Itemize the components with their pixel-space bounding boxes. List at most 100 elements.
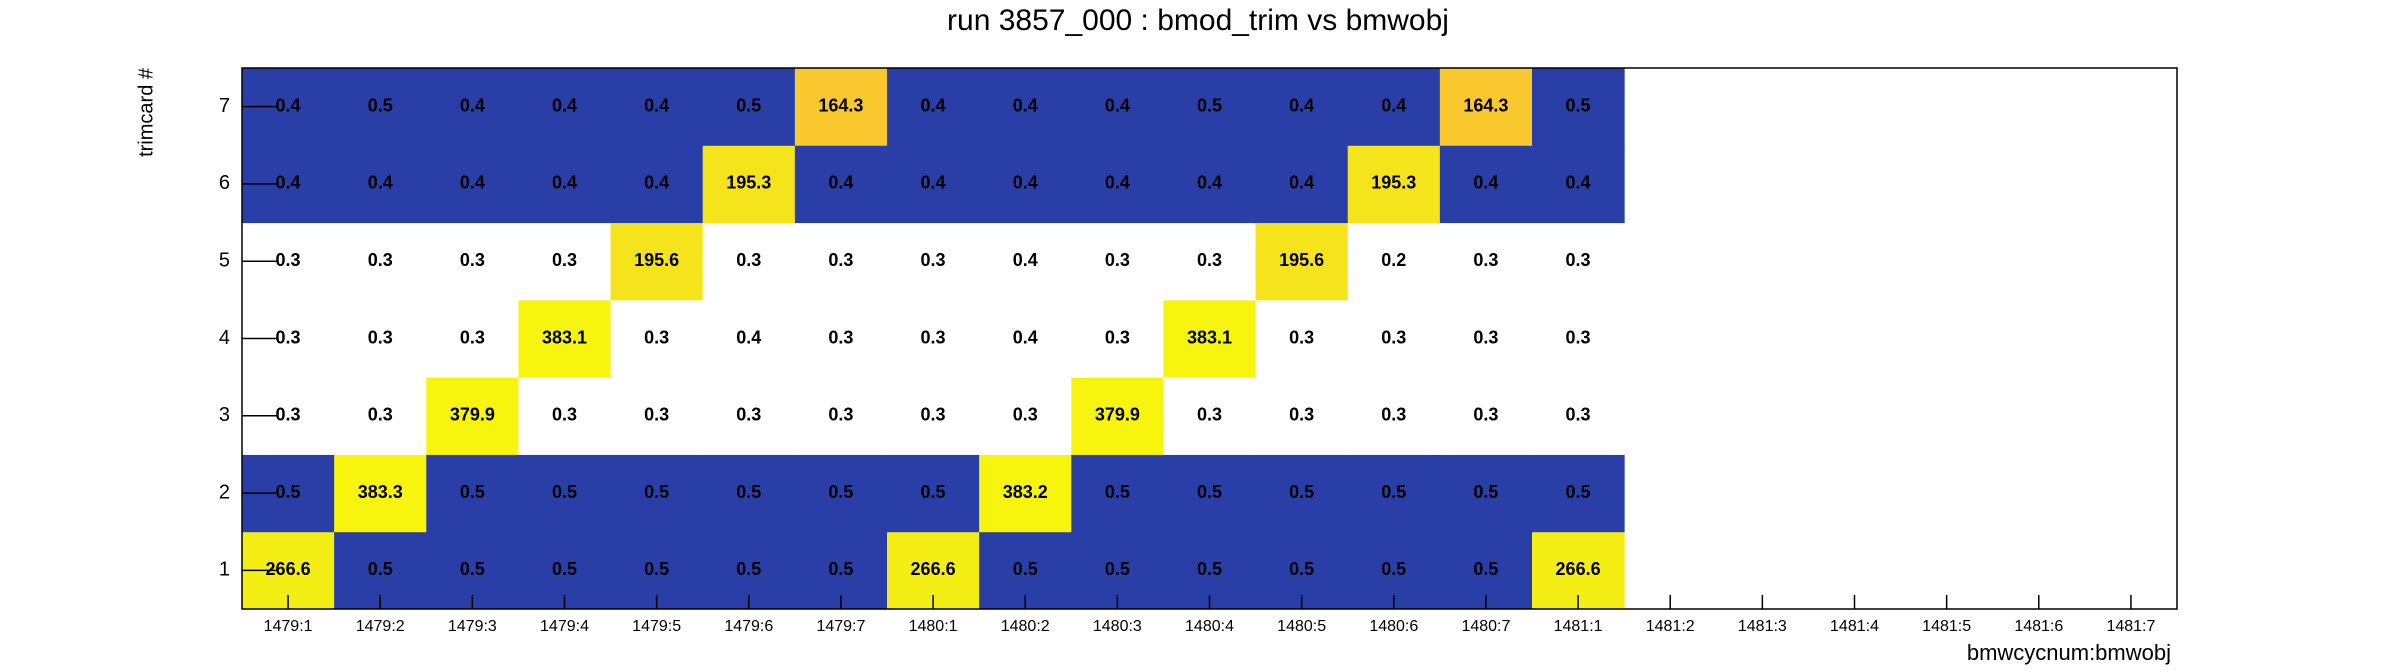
cell-label: 0.4	[1105, 95, 1130, 115]
cell	[334, 145, 427, 224]
cell-label: 0.5	[552, 482, 577, 502]
y-tick-label: 4	[219, 327, 230, 349]
cell	[887, 454, 980, 533]
cell	[979, 454, 1072, 533]
x-tick-label: 1480:1	[909, 618, 958, 635]
cell-label: 383.3	[358, 482, 403, 502]
x-tick-label: 1480:3	[1093, 618, 1142, 635]
cell-label: 0.5	[736, 482, 761, 502]
cell	[702, 68, 796, 146]
x-tick-label: 1481:4	[1830, 618, 1879, 635]
cell-label: 0.3	[828, 250, 853, 270]
cell-label: 0.5	[1197, 559, 1222, 579]
cell	[1439, 68, 1533, 146]
cell-label: 0.4	[644, 95, 669, 115]
cell-label: 0.3	[276, 327, 301, 347]
x-tick-label: 1481:7	[2106, 618, 2155, 635]
cell-label: 0.5	[1381, 482, 1406, 502]
cell	[518, 145, 612, 224]
cell-label: 266.6	[911, 559, 956, 579]
cell	[518, 299, 612, 378]
cell	[1255, 222, 1349, 301]
cell-label: 0.5	[1289, 559, 1314, 579]
cell-label: 0.5	[1381, 559, 1406, 579]
cell-label: 0.5	[736, 559, 761, 579]
cell-label: 0.4	[644, 173, 669, 193]
cell-label: 0.3	[1381, 405, 1406, 425]
cell-label: 0.5	[1105, 482, 1130, 502]
cell	[1255, 454, 1349, 533]
cell	[1347, 145, 1441, 224]
cell-label: 164.3	[818, 95, 863, 115]
cell	[1439, 299, 1533, 378]
x-tick-label: 1481:5	[1922, 618, 1971, 635]
cell	[1071, 299, 1164, 378]
cell-label: 0.3	[644, 327, 669, 347]
cell	[979, 222, 1072, 301]
cell-label: 0.3	[828, 405, 853, 425]
cell	[610, 222, 704, 301]
cell	[610, 299, 704, 378]
cell-label: 0.3	[368, 250, 393, 270]
cell-label: 0.4	[921, 95, 946, 115]
cell	[610, 145, 704, 224]
x-tick-label: 1479:5	[632, 618, 681, 635]
cell-label: 0.4	[1105, 173, 1130, 193]
cell	[518, 454, 612, 533]
cell	[426, 145, 519, 224]
cell-label: 0.3	[276, 405, 301, 425]
cell-label: 266.6	[266, 559, 311, 579]
cell-label: 0.3	[1566, 250, 1591, 270]
cell-label: 0.4	[921, 173, 946, 193]
cell-label: 0.3	[1289, 405, 1314, 425]
cell-label: 0.5	[1566, 95, 1591, 115]
x-tick-label: 1479:6	[724, 618, 773, 635]
cell	[518, 222, 612, 301]
cell-label: 0.3	[828, 327, 853, 347]
cell-label: 195.3	[1371, 173, 1416, 193]
cell-label: 0.3	[552, 405, 577, 425]
cell	[1532, 377, 1625, 455]
x-tick-label: 1480:6	[1369, 618, 1418, 635]
cell-label: 0.5	[921, 482, 946, 502]
cell-label: 0.3	[460, 327, 485, 347]
cell	[334, 68, 427, 146]
x-tick-label: 1480:5	[1277, 618, 1326, 635]
cell-label: 0.3	[1197, 250, 1222, 270]
cell	[1071, 377, 1164, 455]
cell	[794, 454, 888, 533]
cell-label: 0.4	[736, 327, 761, 347]
cell-label: 0.5	[276, 482, 301, 502]
cell-label: 379.9	[450, 405, 495, 425]
cell-label: 0.4	[1013, 173, 1038, 193]
cell-label: 0.3	[1013, 405, 1038, 425]
cell	[334, 377, 427, 455]
cell-label: 0.3	[1197, 405, 1222, 425]
cell	[1532, 145, 1625, 224]
cell-label: 0.4	[1197, 173, 1222, 193]
x-tick-label: 1481:6	[2014, 618, 2063, 635]
cell	[702, 222, 796, 301]
cell-label: 0.5	[828, 482, 853, 502]
cell	[1163, 145, 1257, 224]
cell	[702, 299, 796, 378]
cell-label: 0.4	[1473, 173, 1498, 193]
cell	[887, 68, 980, 146]
cell-label: 0.5	[1473, 559, 1498, 579]
cell-label: 0.5	[644, 482, 669, 502]
cell-label: 195.3	[726, 173, 771, 193]
cell-label: 0.3	[368, 405, 393, 425]
cell-label: 0.5	[644, 559, 669, 579]
cell	[1255, 68, 1349, 146]
cell-label: 0.3	[736, 405, 761, 425]
x-tick-label: 1481:3	[1738, 618, 1787, 635]
cell	[979, 377, 1072, 455]
cell	[1163, 68, 1257, 146]
y-axis-title: trimcard #	[135, 67, 157, 157]
cell-label: 0.5	[460, 559, 485, 579]
cell-label: 0.3	[552, 250, 577, 270]
cell	[1071, 454, 1164, 533]
cell	[426, 222, 519, 301]
cell	[1163, 454, 1257, 533]
